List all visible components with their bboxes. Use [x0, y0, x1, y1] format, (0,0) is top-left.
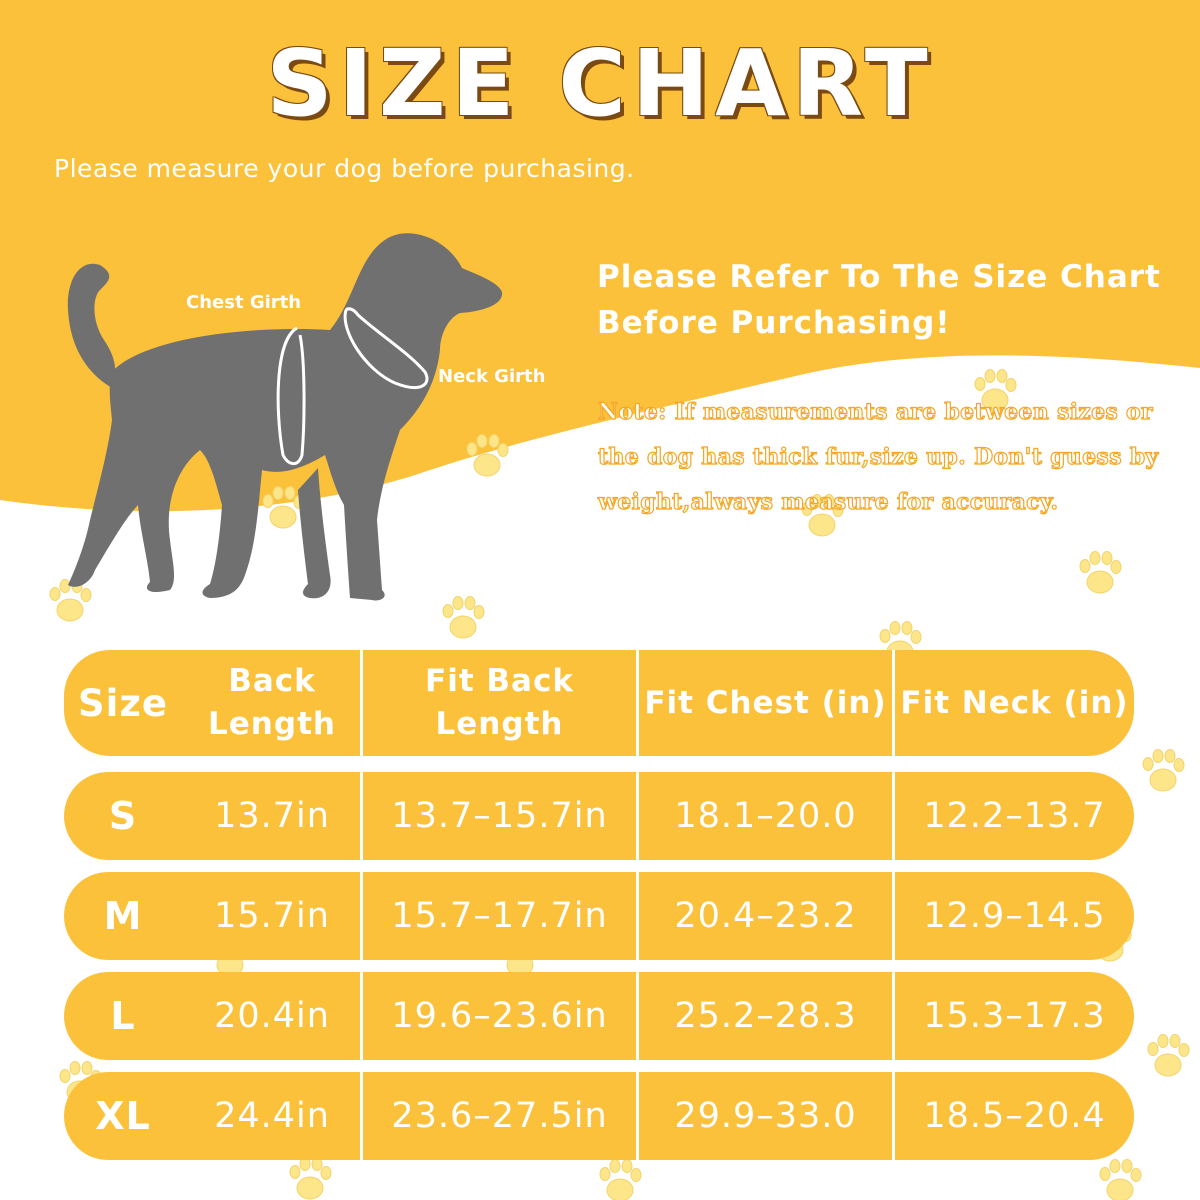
header-fit-neck: Fit Neck (in)	[900, 684, 1129, 721]
paw-print-icon	[1142, 749, 1185, 792]
column-divider	[360, 872, 363, 960]
table-row: L 20.4in 19.6–23.6in 25.2–28.3 15.3–17.3	[64, 972, 1134, 1060]
cell-fit-neck: 18.5–20.4	[923, 1096, 1106, 1136]
header-back-length: Back Length	[208, 663, 336, 742]
paw-print-icon	[1079, 551, 1122, 594]
cell-back-length: 24.4in	[214, 1096, 330, 1136]
cell-size: S	[108, 794, 138, 838]
paw-print-icon	[1099, 1159, 1142, 1200]
column-divider	[892, 1072, 895, 1160]
column-divider	[360, 972, 363, 1060]
paw-print-icon	[289, 1157, 332, 1200]
cell-back-length: 20.4in	[214, 996, 330, 1036]
cell-fit-back-length: 19.6–23.6in	[391, 996, 608, 1036]
neck-girth-label: Neck Girth	[438, 366, 546, 387]
cell-fit-back-length: 13.7–15.7in	[391, 796, 608, 836]
column-divider	[892, 772, 895, 860]
header-fit-back-length: Fit Back Length	[425, 663, 574, 742]
measurement-note: Note: If measurements are between sizes …	[597, 398, 1159, 515]
cell-size: XL	[95, 1094, 151, 1138]
table-row: S 13.7in 13.7–15.7in 18.1–20.0 12.2–13.7	[64, 772, 1134, 860]
cell-size: M	[103, 894, 143, 938]
column-divider	[892, 972, 895, 1060]
column-divider	[636, 872, 639, 960]
column-divider	[360, 1072, 363, 1160]
cell-back-length: 15.7in	[214, 896, 330, 936]
neck-girth-line	[343, 307, 429, 389]
chest-girth-line	[276, 326, 306, 466]
chest-girth-label: Chest Girth	[186, 292, 302, 313]
cell-fit-back-length: 15.7–17.7in	[391, 896, 608, 936]
column-divider	[892, 872, 895, 960]
page-title: SIZE CHART	[266, 30, 934, 137]
column-divider	[360, 772, 363, 860]
page-subtitle: Please measure your dog before purchasin…	[54, 154, 635, 183]
column-divider	[636, 650, 639, 756]
cell-fit-neck: 12.2–13.7	[923, 796, 1106, 836]
cell-fit-chest: 29.9–33.0	[674, 1096, 857, 1136]
paw-print-icon	[1147, 1034, 1190, 1077]
cell-fit-chest: 18.1–20.0	[674, 796, 857, 836]
cell-size: L	[110, 994, 136, 1038]
header-fit-chest: Fit Chest (in)	[644, 684, 887, 721]
cell-fit-chest: 25.2–28.3	[674, 996, 857, 1036]
table-row: XL 24.4in 23.6–27.5in 29.9–33.0 18.5–20.…	[64, 1072, 1134, 1160]
column-divider	[636, 972, 639, 1060]
column-divider	[360, 650, 363, 756]
column-divider	[892, 650, 895, 756]
header-size: Size	[78, 681, 168, 725]
cell-fit-chest: 20.4–23.2	[674, 896, 857, 936]
cell-back-length: 13.7in	[214, 796, 330, 836]
cell-fit-back-length: 23.6–27.5in	[391, 1096, 608, 1136]
paw-print-icon	[442, 596, 485, 639]
refer-heading: Please Refer To The Size Chart Before Pu…	[597, 259, 1161, 341]
cell-fit-neck: 12.9–14.5	[923, 896, 1106, 936]
table-header-row: Size Back Length Fit Back Length Fit Che…	[64, 650, 1134, 756]
measure-lines	[276, 307, 429, 466]
cell-fit-neck: 15.3–17.3	[923, 996, 1106, 1036]
paw-print-icon	[599, 1159, 642, 1200]
column-divider	[636, 772, 639, 860]
table-row: M 15.7in 15.7–17.7in 20.4–23.2 12.9–14.5	[64, 872, 1134, 960]
dog-silhouette-icon	[67, 233, 503, 601]
column-divider	[636, 1072, 639, 1160]
